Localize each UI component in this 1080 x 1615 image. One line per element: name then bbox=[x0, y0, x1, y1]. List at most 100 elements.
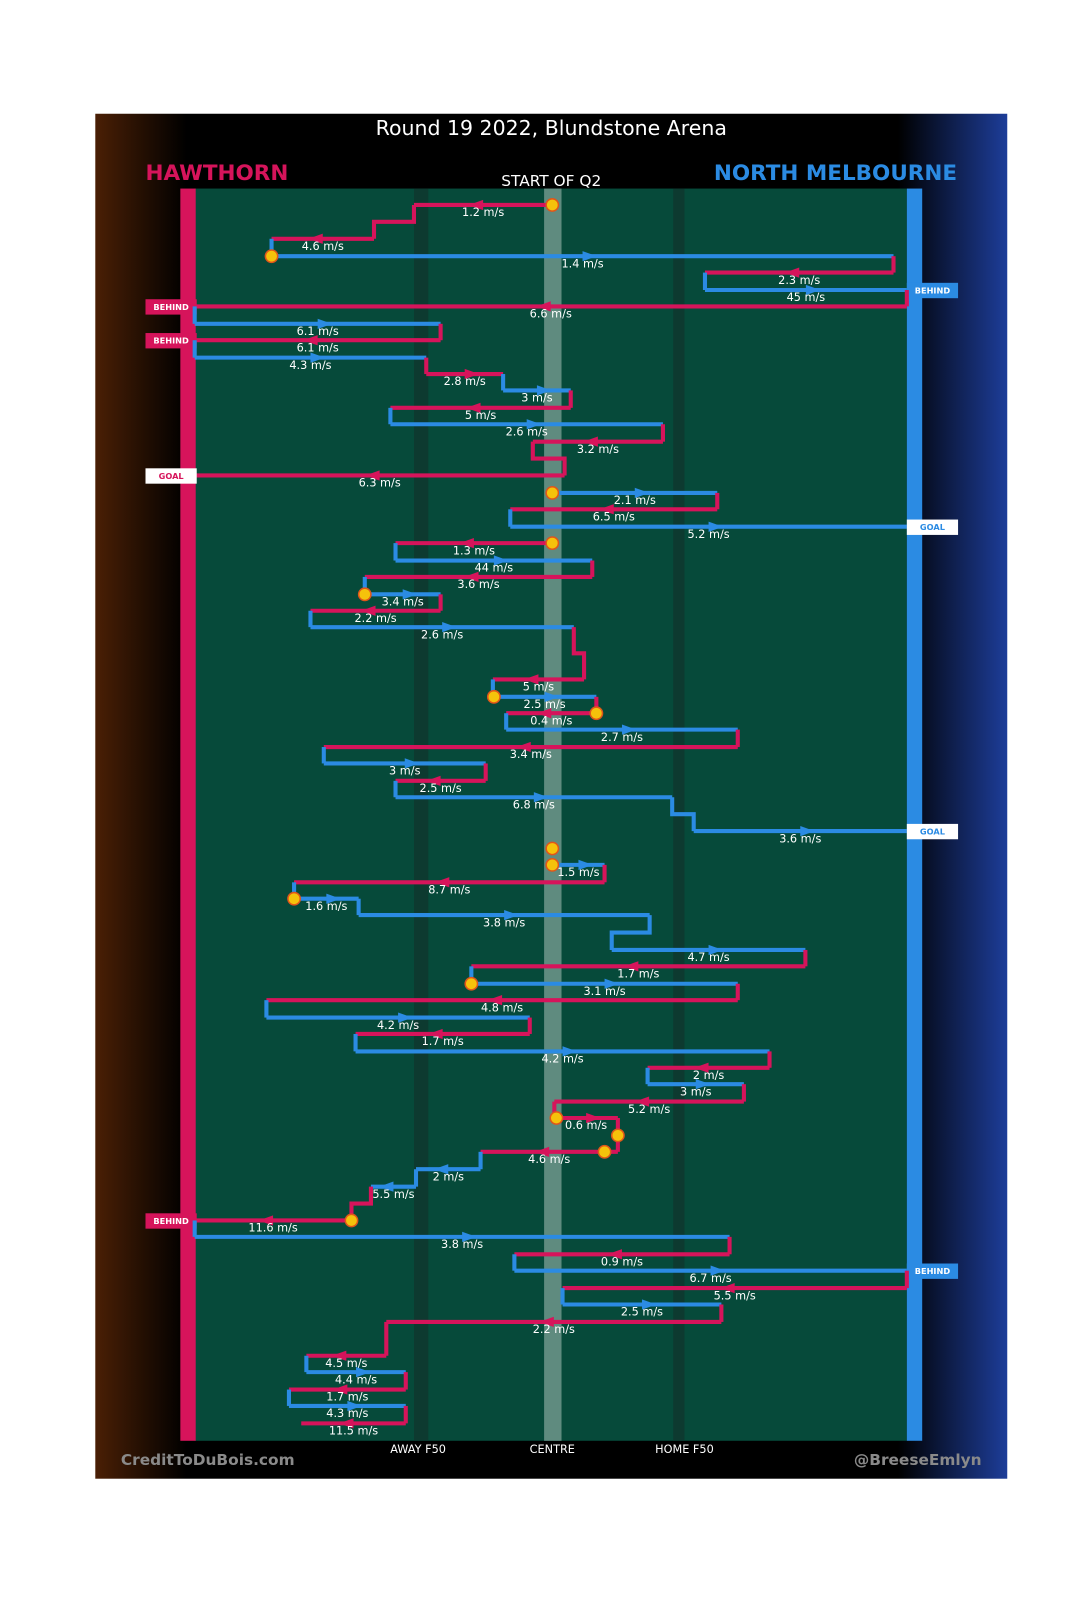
result-box bbox=[145, 299, 197, 315]
stoppage-marker bbox=[549, 1111, 564, 1125]
speed-label: 1.7 m/s bbox=[617, 968, 659, 981]
result-label: BEHIND bbox=[153, 336, 189, 346]
speed-label: 3 m/s bbox=[521, 392, 553, 405]
direction-arrow bbox=[493, 555, 509, 566]
direction-arrow bbox=[536, 708, 552, 719]
speed-label: 6.1 m/s bbox=[297, 325, 339, 338]
speed-label: 6.1 m/s bbox=[297, 341, 339, 354]
speed-label: 6.3 m/s bbox=[359, 477, 401, 490]
credit: CreditToDuBois.com bbox=[121, 1451, 295, 1469]
direction-arrow bbox=[586, 1112, 601, 1124]
connector bbox=[609, 915, 652, 950]
team-name: HAWTHORN bbox=[146, 161, 289, 186]
direction-arrow bbox=[310, 352, 325, 363]
direction-arrow bbox=[582, 251, 597, 262]
speed-label: 2.8 m/s bbox=[444, 375, 486, 388]
speed-label: 11.5 m/s bbox=[329, 1425, 378, 1438]
speed-label: 3.2 m/s bbox=[577, 443, 619, 456]
stoppage-marker bbox=[344, 1213, 359, 1228]
speed-label: 3 m/s bbox=[680, 1085, 712, 1098]
direction-arrow bbox=[404, 758, 420, 769]
connector bbox=[670, 797, 696, 832]
speed-label: 4.4 m/s bbox=[335, 1373, 377, 1386]
direction-arrow bbox=[634, 487, 650, 499]
speed-label: 3 m/s bbox=[389, 765, 421, 778]
direction-arrow bbox=[402, 589, 418, 600]
speed-label: 4.6 m/s bbox=[528, 1153, 570, 1166]
speed-label: 2.7 m/s bbox=[601, 731, 643, 744]
speed-label: 3.6 m/s bbox=[457, 578, 499, 591]
speed-label: 6.6 m/s bbox=[530, 308, 572, 321]
speed-label: 2 m/s bbox=[433, 1170, 465, 1183]
direction-arrow bbox=[459, 537, 474, 549]
speed-label: 2.1 m/s bbox=[614, 494, 656, 507]
direction-arrow bbox=[326, 893, 341, 904]
direction-arrow bbox=[539, 1316, 554, 1328]
speed-label: 2.6 m/s bbox=[506, 425, 548, 438]
speed-label: 6.5 m/s bbox=[593, 510, 635, 523]
direction-arrow bbox=[583, 436, 598, 447]
direction-arrow bbox=[641, 1299, 657, 1310]
speed-label: 2.5 m/s bbox=[524, 698, 566, 711]
speed-label: 5.2 m/s bbox=[687, 528, 729, 541]
direction-arrow bbox=[534, 1146, 550, 1157]
connector bbox=[530, 441, 567, 476]
connector bbox=[349, 1186, 373, 1221]
result-box bbox=[906, 282, 959, 299]
stoppage-marker bbox=[545, 857, 560, 872]
north-post bbox=[906, 188, 923, 1441]
direction-arrow bbox=[308, 233, 323, 244]
stoppage-marker bbox=[464, 976, 479, 991]
direction-arrow bbox=[710, 1265, 725, 1276]
direction-arrow bbox=[621, 724, 637, 735]
direction-arrow bbox=[516, 741, 531, 753]
hawthorn-post bbox=[180, 188, 196, 1441]
result-box bbox=[145, 468, 197, 484]
direction-arrow bbox=[433, 1164, 449, 1175]
speed-label: 3.6 m/s bbox=[779, 832, 821, 845]
direction-arrow bbox=[258, 1215, 274, 1226]
speed-label: 0.9 m/s bbox=[601, 1255, 643, 1268]
direction-arrow bbox=[347, 1400, 362, 1412]
speed-label: 1.3 m/s bbox=[453, 544, 495, 557]
speed-label: 4.6 m/s bbox=[302, 240, 344, 253]
speed-label: 2.2 m/s bbox=[533, 1323, 575, 1336]
direction-arrow bbox=[333, 1384, 348, 1395]
speed-label: 3.1 m/s bbox=[583, 985, 625, 998]
direction-arrow bbox=[379, 1181, 394, 1192]
direction-arrow bbox=[805, 284, 821, 296]
speed-label: 1.7 m/s bbox=[326, 1391, 368, 1404]
direction-arrow bbox=[356, 1367, 371, 1378]
direction-arrow bbox=[426, 775, 441, 786]
speed-label: 4.3 m/s bbox=[326, 1407, 368, 1420]
direction-arrow bbox=[536, 301, 551, 312]
result-box bbox=[906, 1263, 959, 1279]
stoppage-marker bbox=[545, 841, 560, 856]
title: Round 19 2022, Blundstone Arena bbox=[376, 116, 727, 140]
zone-label: AWAY F50 bbox=[390, 1443, 446, 1456]
direction-arrow bbox=[524, 674, 539, 685]
away-f50-stripe bbox=[413, 188, 429, 1441]
speed-label: 2.5 m/s bbox=[420, 782, 462, 795]
result-label: BEHIND bbox=[153, 1216, 189, 1226]
stoppage-marker bbox=[589, 706, 604, 721]
direction-arrow bbox=[720, 1282, 735, 1294]
direction-arrow bbox=[784, 267, 800, 278]
speed-label: 4.5 m/s bbox=[325, 1357, 367, 1370]
direction-arrow bbox=[544, 691, 559, 702]
speed-label: 3.4 m/s bbox=[510, 748, 552, 761]
speed-label: 1.2 m/s bbox=[462, 206, 504, 219]
speed-label: 0.6 m/s bbox=[565, 1119, 607, 1132]
stoppage-marker bbox=[597, 1144, 612, 1159]
zone-label: CENTRE bbox=[530, 1443, 575, 1456]
connector bbox=[371, 204, 417, 239]
stoppage-marker bbox=[610, 1128, 625, 1143]
direction-arrow bbox=[526, 419, 542, 430]
direction-arrow bbox=[624, 961, 639, 972]
direction-arrow bbox=[487, 995, 503, 1006]
speed-label: 3.8 m/s bbox=[483, 916, 525, 929]
direction-arrow bbox=[442, 622, 457, 633]
speed-label: 2.3 m/s bbox=[778, 274, 820, 287]
speed-label: 2.6 m/s bbox=[421, 628, 463, 641]
